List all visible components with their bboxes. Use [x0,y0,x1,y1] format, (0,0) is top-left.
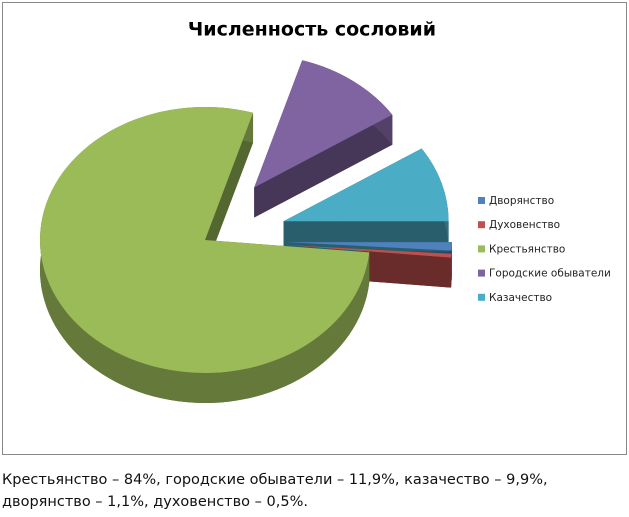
pie-slice [286,242,452,251]
slice-side [254,114,393,218]
pie-slice [254,60,393,188]
legend-swatch [478,197,485,204]
legend-swatch [478,293,485,301]
legend-swatch [478,269,485,277]
legend-label: Духовенство [489,219,560,231]
pie-slice [286,245,452,258]
caption-line: дворянство – 1,1%, духовенство – 0,5%. [2,494,308,510]
legend-label: Крестьянство [489,243,565,255]
legend-label: Казачество [489,292,552,304]
legend-label: Дворянство [489,195,554,207]
pie-slice [283,148,449,222]
caption-line: Крестьянство – 84%, городские обыватели … [2,472,548,488]
slice-side [205,112,254,270]
legend-swatch [478,221,485,229]
pie-slice [39,106,370,373]
chart: Численность сословий Дворянство Духовенст… [2,2,627,455]
chart-title: Численность сословий [188,19,436,41]
legend-swatch [478,245,485,253]
legend-label: Городские обыватели [489,268,611,280]
